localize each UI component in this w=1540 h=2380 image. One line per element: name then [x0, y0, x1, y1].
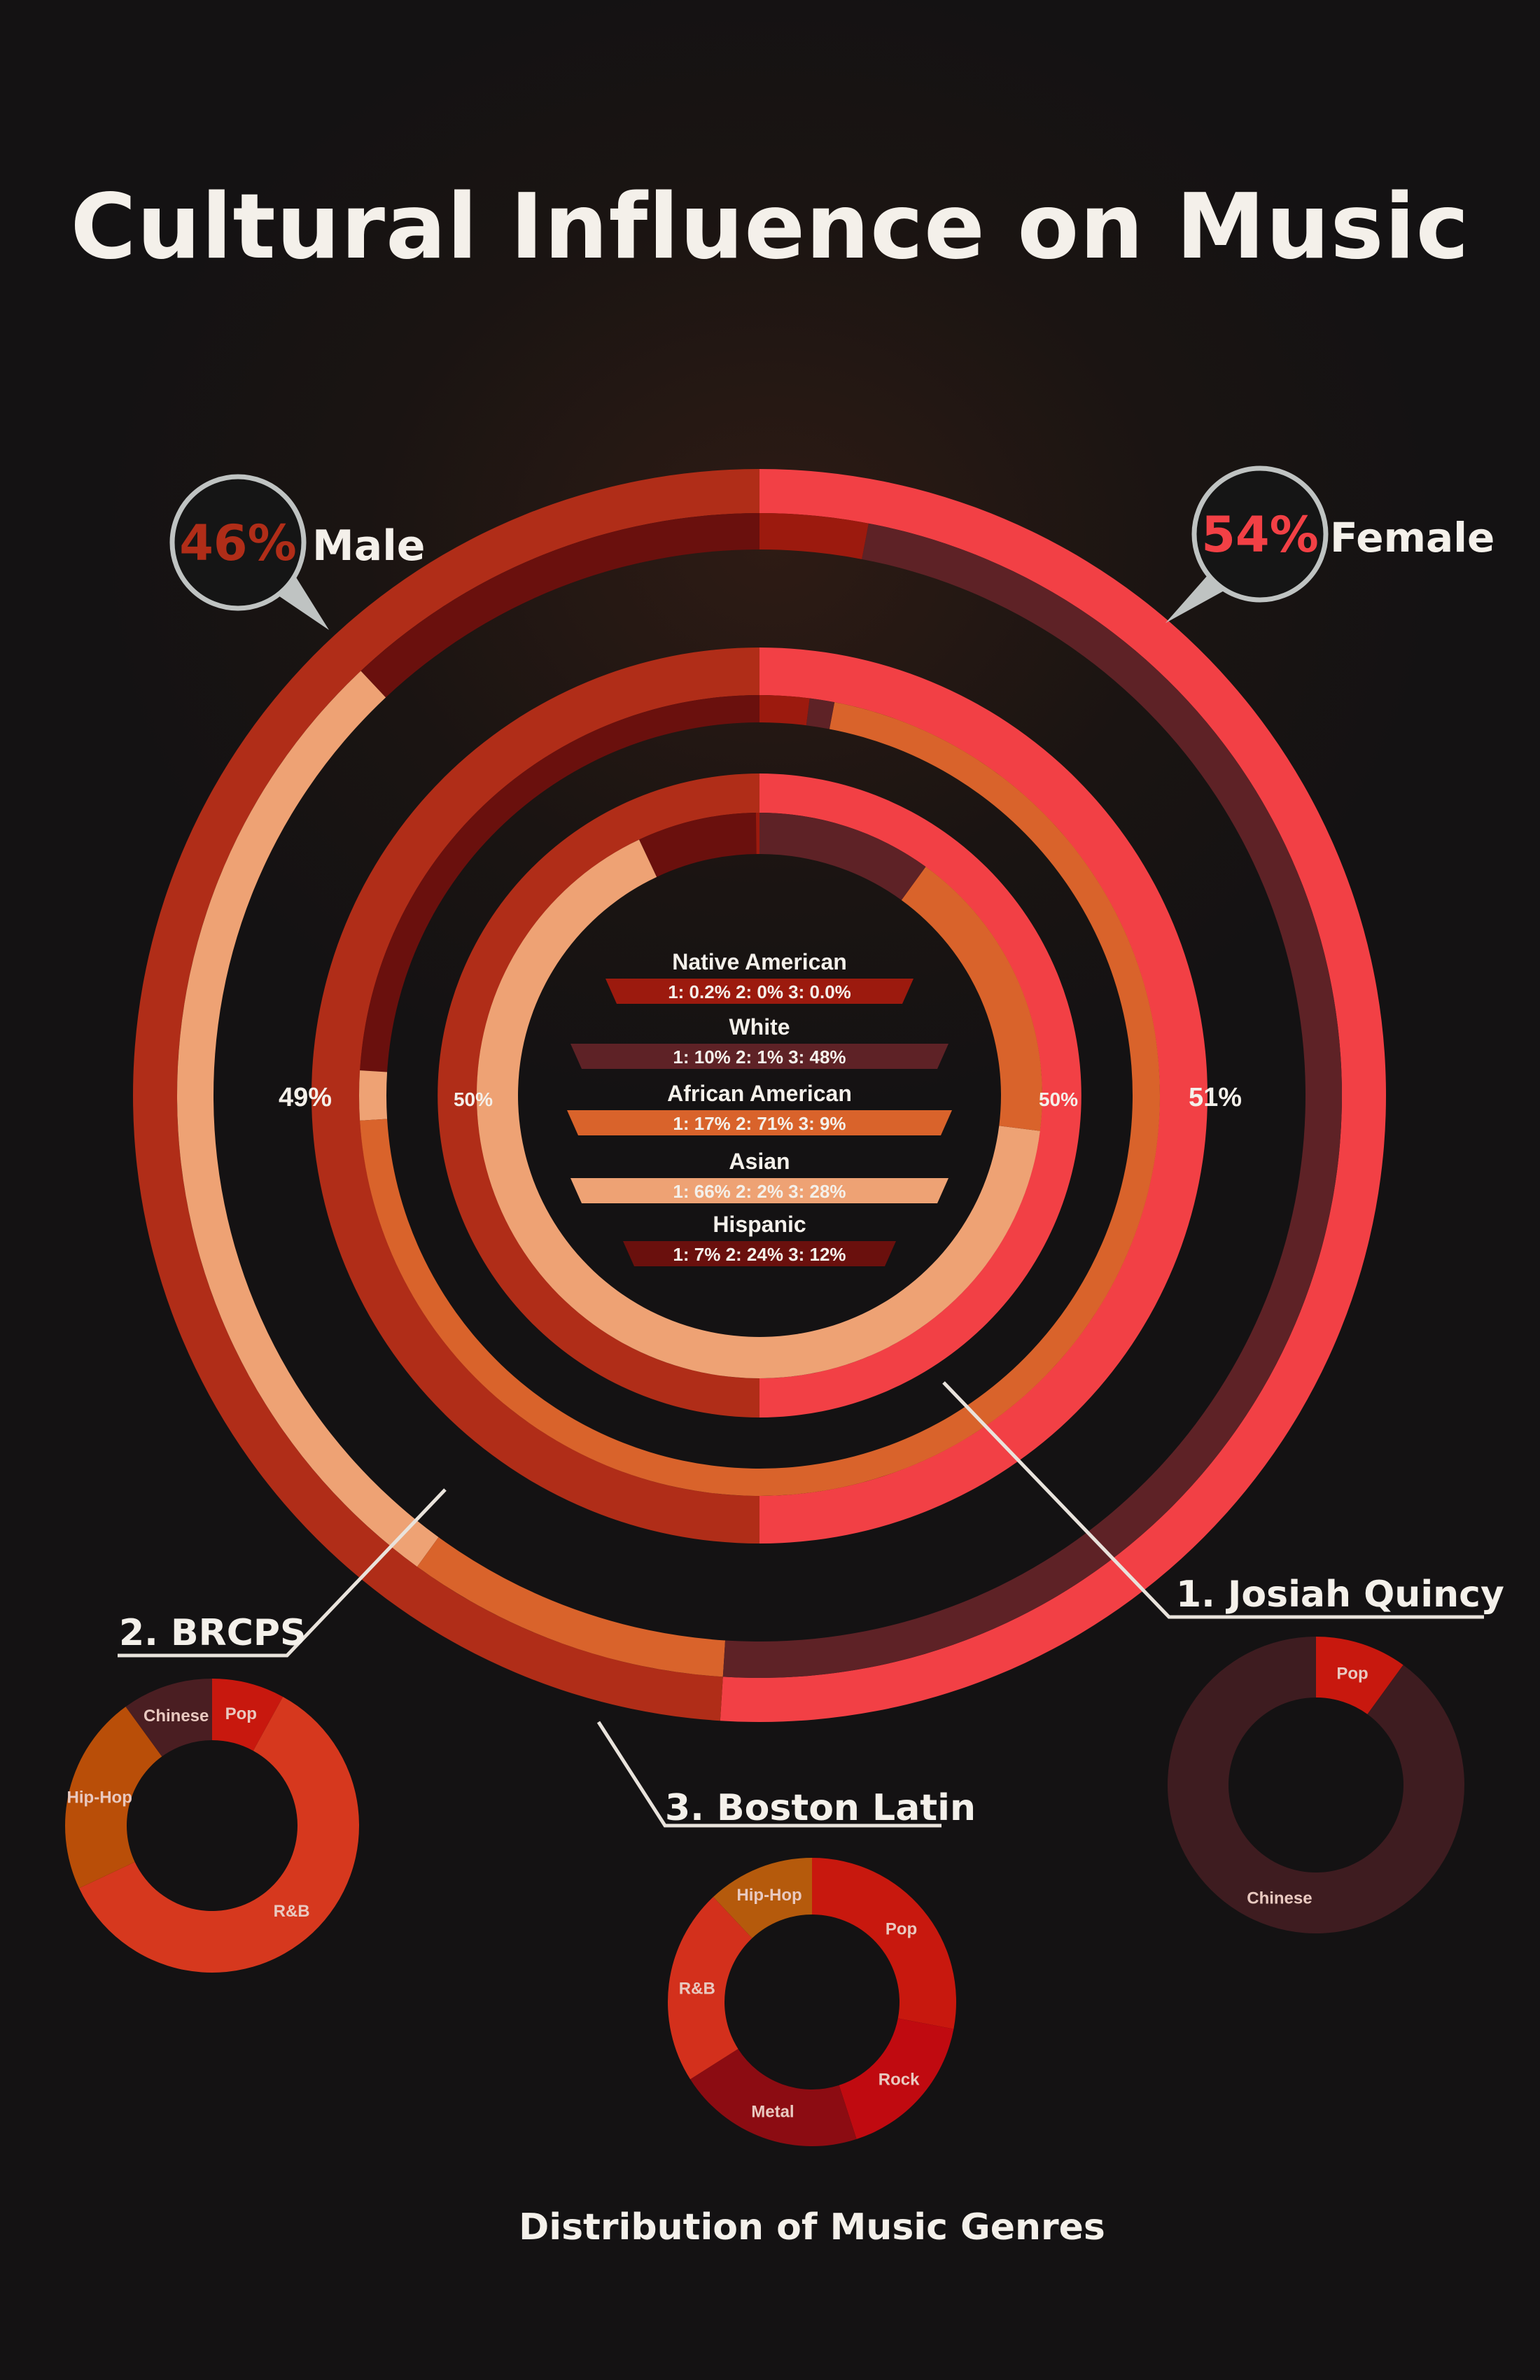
ring-brcps-asian-arc: [359, 1070, 388, 1121]
outer-left-label: 49%: [279, 1083, 332, 1112]
ethnicity-bar-asian: [570, 1178, 948, 1203]
female-percent: 54%: [1201, 506, 1319, 564]
donut-slice-r-b: [668, 1896, 752, 2080]
female-callout-bubble: [1191, 465, 1329, 603]
page-title: Cultural Influence on Music: [70, 175, 1470, 279]
ring-brcps-hispanic-arc: [360, 695, 760, 1072]
ethnicity-label: White: [729, 1014, 790, 1040]
donut-slice-rock: [839, 2018, 954, 2139]
ethnicity-values: 1: 7% 2: 24% 3: 12%: [673, 1244, 846, 1265]
donut-slice-pop: [1316, 1637, 1404, 1714]
school-label-boston-latin: 3. Boston Latin: [665, 1787, 976, 1829]
ethnicity-values: 1: 17% 2: 71% 3: 9%: [673, 1113, 846, 1134]
ring-boston-latin-remainder-arc: [760, 513, 869, 559]
genre-donuts: Pop Chinese Pop R&B Hip-Hop Chinese Pop Rock Met…: [65, 1637, 1465, 2147]
donut-brcps: Pop R&B Hip-Hop Chinese: [65, 1679, 360, 1973]
ethnicity-label: Native American: [672, 949, 847, 974]
ring-josiah-quincy-female-arc: [760, 774, 1082, 1418]
ring-boston-latin-hispanic-arc: [360, 513, 760, 698]
donut-slice-pop: [212, 1679, 284, 1751]
ethnicity-label: Hispanic: [713, 1212, 806, 1237]
ring-josiah-quincy-white-arc: [760, 813, 926, 900]
ring-brcps-female-arc: [760, 648, 1208, 1544]
ethnicity-values: 1: 10% 2: 1% 3: 48%: [673, 1046, 846, 1068]
ring-brcps-male-arc: [312, 648, 760, 1544]
donut-slice-r-b: [78, 1696, 360, 1973]
donut-label-pop: Pop: [886, 1920, 917, 1939]
donut-label-hip-hop: Hip-Hop: [736, 1886, 802, 1905]
ethnicity-label: African American: [667, 1081, 852, 1106]
connector-boston-latin: [596, 1721, 941, 1828]
donut-slice-chinese: [125, 1679, 212, 1757]
donut-slice-chinese: [1168, 1637, 1465, 1933]
donut-josiah-quincy: Pop Chinese: [1168, 1637, 1465, 1933]
donut-slice-pop: [812, 1858, 957, 2029]
donut-slice-hip-hop: [65, 1707, 162, 1889]
footer-caption: Distribution of Music Genres: [519, 2206, 1105, 2248]
male-percent: 46%: [179, 514, 297, 572]
male-label: Male: [312, 522, 425, 570]
ethnicity-values: 1: 0.2% 2: 0% 3: 0.0%: [668, 981, 851, 1002]
ring-boston-latin-african-american-arc: [416, 1537, 726, 1677]
ring-boston-latin-asian-arc: [177, 671, 439, 1567]
donut-label-chinese: Chinese: [1247, 1889, 1312, 1907]
school-label-josiah-quincy: 1. Josiah Quincy: [1176, 1574, 1504, 1616]
inner-right-label: 50%: [1039, 1088, 1078, 1110]
female-label: Female: [1330, 514, 1494, 561]
male-callout-bubble: [169, 474, 307, 611]
gender-rings: [133, 469, 1387, 1722]
donut-slice-hip-hop: [713, 1858, 812, 1938]
donut-label-rock: Rock: [878, 2070, 920, 2089]
male-callout: 46% Male: [169, 474, 425, 630]
ring-josiah-quincy-native-american-arc: [755, 813, 760, 855]
inner-left-label: 50%: [454, 1088, 493, 1110]
ring-josiah-quincy-male-arc: [438, 774, 760, 1418]
donut-label-pop: Pop: [225, 1704, 257, 1723]
connector-brcps: [118, 1488, 447, 1658]
donut-label-r-b: R&B: [679, 1979, 715, 1998]
ethnicity-values: 1: 66% 2: 2% 3: 28%: [673, 1181, 846, 1202]
ring-brcps-remainder-arc: [760, 695, 810, 726]
donut-label-metal: Metal: [751, 2103, 794, 2122]
ethnicity-bar-white: [570, 1044, 948, 1069]
donut-boston-latin: Pop Rock Metal R&B Hip-Hop: [668, 1858, 957, 2147]
female-callout: 54% Female: [1166, 465, 1494, 623]
donut-label-hip-hop: Hip-Hop: [67, 1788, 132, 1807]
ethnicity-bar-african-american: [567, 1110, 952, 1135]
connector-josiah-quincy: [942, 1381, 1484, 1619]
ring-brcps-white-arc: [806, 698, 835, 729]
donut-label-r-b: R&B: [274, 1902, 310, 1921]
ethnicity-bar-hispanic: [623, 1241, 896, 1266]
outer-right-label: 51%: [1189, 1083, 1242, 1112]
connector-lines: [118, 1381, 1484, 1828]
ring-josiah-quincy-african-american-arc: [901, 867, 1042, 1131]
school-label-brcps: 2. BRCPS: [119, 1612, 306, 1654]
donut-label-pop: Pop: [1336, 1665, 1368, 1684]
ethnicity-bar-native-american: [606, 979, 913, 1004]
ring-josiah-quincy-hispanic-arc: [638, 813, 760, 877]
donut-slice-metal: [690, 2048, 857, 2147]
ethnicity-label: Asian: [729, 1149, 790, 1174]
donut-label-chinese: Chinese: [144, 1707, 209, 1726]
ethnicity-table: Native American 1: 0.2% 2: 0% 3: 0.0% Whit…: [567, 949, 952, 1266]
